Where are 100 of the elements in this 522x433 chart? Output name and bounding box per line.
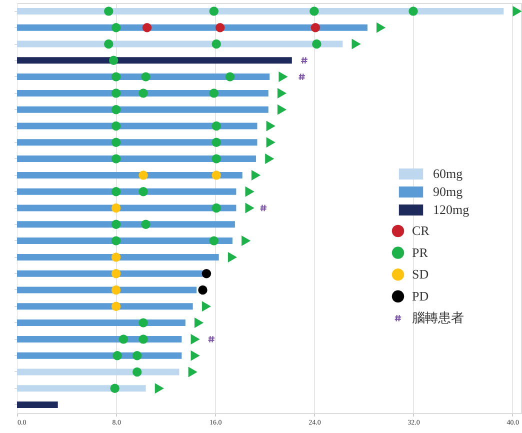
point: [112, 351, 122, 360]
point: [118, 334, 128, 344]
legend-label: 120mg: [433, 202, 470, 217]
legend-label: PD: [412, 288, 429, 304]
point: [110, 384, 120, 393]
bar: [17, 238, 232, 244]
point: [104, 6, 114, 16]
point: [111, 187, 121, 196]
bar: [17, 254, 219, 260]
legend-label: 腦轉患者: [412, 310, 464, 326]
point: [190, 334, 200, 344]
bar: [17, 221, 235, 228]
bar: [17, 8, 504, 14]
point: [111, 105, 121, 114]
bar: [17, 172, 242, 178]
point: [310, 6, 319, 16]
point: [138, 170, 148, 180]
bar: [17, 368, 180, 376]
point: [111, 138, 121, 147]
bar: [17, 74, 270, 80]
bar: [17, 286, 197, 294]
point: [138, 318, 148, 328]
bar: [17, 402, 58, 408]
point: [215, 23, 225, 32]
bar: [17, 385, 146, 392]
bar: [17, 40, 343, 48]
point: [111, 121, 121, 131]
point: [209, 236, 219, 246]
point: [408, 6, 418, 16]
point: [154, 383, 164, 394]
point: [141, 220, 150, 229]
point: [111, 220, 121, 229]
legend-label: 90mg: [433, 184, 464, 199]
point: [111, 154, 121, 164]
point: [266, 120, 276, 132]
point: [132, 367, 142, 377]
point: [225, 72, 235, 82]
point: [212, 203, 221, 213]
point: [138, 334, 148, 344]
point: [212, 170, 221, 180]
bar: [17, 336, 182, 342]
point: [202, 269, 212, 278]
point: [209, 88, 219, 98]
point: [111, 23, 121, 32]
point: [141, 72, 150, 82]
legend-label: CR: [412, 223, 430, 238]
point: [212, 154, 221, 164]
legend-label: SD: [412, 266, 429, 282]
point: [228, 252, 238, 262]
point: [111, 285, 121, 295]
point: [208, 335, 216, 343]
point: [111, 252, 121, 262]
point: [212, 138, 221, 147]
point: [202, 301, 212, 312]
bar: [17, 156, 256, 162]
bar: [17, 106, 268, 113]
point: [138, 88, 148, 98]
point: [111, 269, 121, 278]
point: [245, 186, 254, 197]
point: [108, 56, 118, 65]
point: [277, 104, 287, 115]
point: [298, 73, 306, 81]
bar: [17, 204, 236, 212]
point: [212, 121, 221, 131]
point: [104, 39, 114, 49]
bar: [17, 122, 258, 130]
point: [265, 154, 274, 164]
point: [251, 170, 261, 180]
point: [198, 285, 208, 295]
point: [245, 202, 254, 214]
point: [111, 88, 121, 98]
point: [312, 39, 322, 49]
bar: [17, 270, 204, 277]
bar: [17, 139, 258, 146]
point: [277, 88, 287, 98]
point: [242, 236, 251, 246]
point: [111, 302, 121, 311]
point: [190, 350, 200, 361]
legend-label: 60mg: [433, 166, 464, 181]
point: [111, 72, 121, 82]
point: [300, 56, 308, 64]
point: [111, 203, 121, 213]
bar: [17, 303, 193, 310]
point: [212, 39, 221, 49]
bar: [17, 320, 186, 326]
point: [278, 72, 288, 82]
point: [266, 137, 276, 148]
point: [376, 22, 386, 33]
legend-label: PR: [412, 244, 428, 260]
bar: [17, 90, 268, 96]
point: [132, 351, 142, 360]
point: [194, 318, 204, 328]
point: [310, 23, 320, 32]
point: [209, 6, 219, 16]
point: [142, 23, 152, 32]
point: [260, 204, 268, 212]
bar: [17, 57, 292, 64]
point: [188, 366, 198, 378]
point: [138, 187, 148, 196]
point: [512, 6, 522, 16]
